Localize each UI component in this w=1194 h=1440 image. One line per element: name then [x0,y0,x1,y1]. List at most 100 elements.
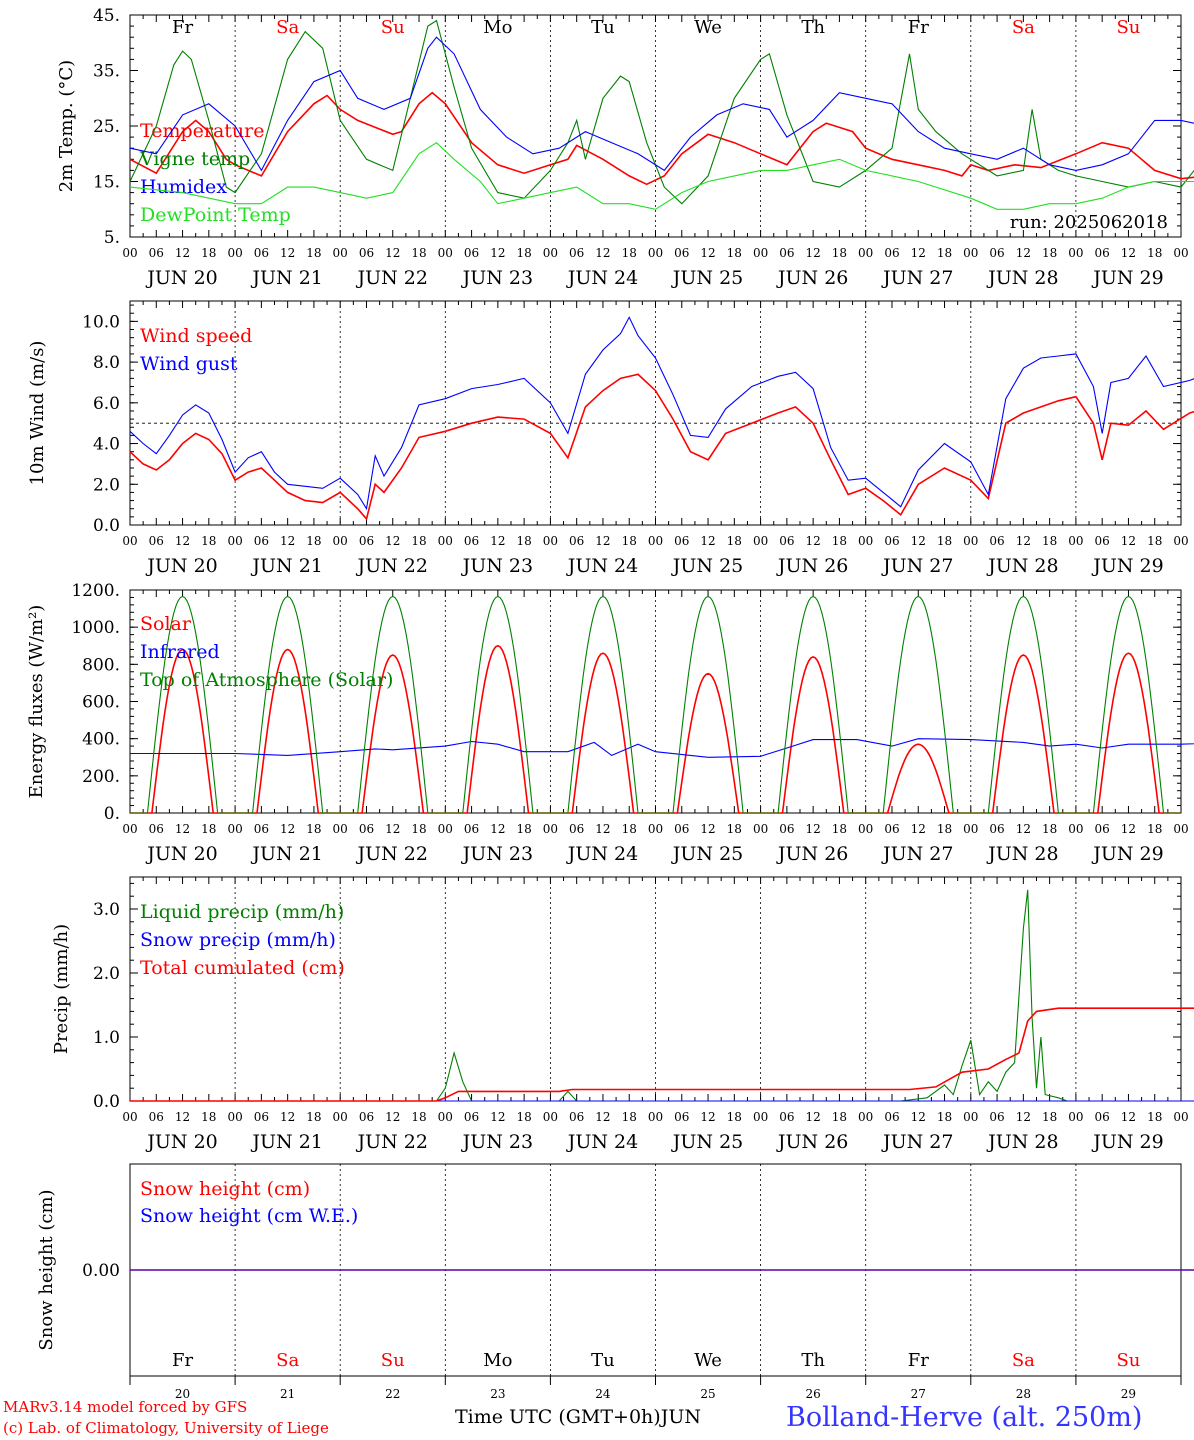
date-label: JUN 25 [671,555,743,577]
hour-tick-label: 18 [1147,246,1162,260]
y-tick-label: 600. [82,693,120,713]
y-tick-label: 4.0 [93,435,120,455]
hour-tick-label: 12 [595,246,610,260]
hour-tick-label: 18 [411,534,426,548]
hour-tick-label: 12 [806,246,821,260]
hour-tick-label: 18 [306,822,321,836]
y-tick-label: 2.0 [93,964,120,984]
hour-tick-label: 18 [516,534,531,548]
hour-tick-label: 06 [674,246,689,260]
hour-tick-label: 12 [595,534,610,548]
hour-tick-label: 00 [963,246,978,260]
date-label: JUN 23 [461,843,533,865]
hour-tick-label: 18 [1147,822,1162,836]
legend-entry: Wind gust [140,353,238,375]
hour-tick-label: 18 [727,822,742,836]
hour-tick-label: 12 [1016,246,1031,260]
series-line-wind-speed [129,373,1194,521]
hour-tick-label: 00 [858,534,873,548]
hour-tick-label: 12 [1121,534,1136,548]
y-tick-label: 800. [82,655,120,675]
y-axis-label: 10m Wind (m/s) [27,341,48,486]
hour-tick-label: 00 [227,534,242,548]
hour-tick-label: 12 [911,822,926,836]
hour-tick-label: 12 [1016,822,1031,836]
y-axis-label: 2m Temp. (°C) [56,60,77,192]
day-of-week-label: Fr [172,1350,193,1371]
hour-tick-label: 18 [937,534,952,548]
hour-tick-label: 00 [1173,246,1188,260]
hour-tick-label: 12 [700,534,715,548]
hour-tick-label: 12 [490,534,505,548]
hour-tick-label: 18 [727,246,742,260]
legend-entry: Top of Atmosphere (Solar) [140,669,393,691]
date-label: JUN 21 [250,267,322,289]
date-label: JUN 23 [461,555,533,577]
y-tick-label: 35. [93,62,120,82]
hour-tick-label: 00 [122,246,137,260]
time-axis-title: Time UTC (GMT+0h)JUN [455,1406,701,1428]
hour-tick-label: 18 [727,1110,742,1124]
y-tick-label: 1200. [71,581,120,601]
day-number-label: 20 [175,1387,190,1401]
legend-entry: Total cumulated (cm) [140,957,345,979]
y-tick-label: 5. [104,228,120,248]
hour-tick-label: 00 [227,1110,242,1124]
hour-tick-label: 00 [543,534,558,548]
date-label: JUN 23 [461,267,533,289]
date-label: JUN 23 [461,1131,533,1153]
hour-tick-label: 00 [543,822,558,836]
hour-tick-label: 18 [1147,1110,1162,1124]
date-label: JUN 24 [566,843,638,865]
hour-tick-label: 06 [779,822,794,836]
time-axis-title-text: Time UTC (GMT+0h) [455,1406,661,1428]
hour-tick-label: 00 [1173,822,1188,836]
date-label: JUN 21 [250,1131,322,1153]
day-of-week-label: Tu [591,1350,615,1371]
y-tick-label: 25. [93,117,120,137]
day-number-label: 24 [595,1387,611,1401]
hour-tick-label: 12 [1121,822,1136,836]
day-of-week-label: Fr [172,17,193,38]
hour-tick-label: 06 [569,1110,584,1124]
legend-entry: Liquid precip (mm/h) [140,901,344,923]
day-of-week-label: Sa [276,1350,299,1371]
y-tick-label: 3.0 [93,900,120,920]
hour-tick-label: 00 [1068,822,1083,836]
hour-tick-label: 06 [464,534,479,548]
date-label: JUN 27 [881,267,953,289]
legend-entry: Temperature [140,120,264,142]
hour-tick-label: 00 [858,822,873,836]
series-line-infrared [130,738,1194,758]
date-label: JUN 27 [881,555,953,577]
y-tick-label: 15. [93,173,120,193]
hour-tick-label: 12 [806,822,821,836]
date-label: JUN 28 [986,843,1058,865]
date-label: JUN 25 [671,1131,743,1153]
hour-tick-label: 00 [227,246,242,260]
hour-tick-label: 12 [1016,534,1031,548]
legend-entry: Solar [140,613,192,635]
hour-tick-label: 00 [858,1110,873,1124]
hour-tick-label: 18 [1042,246,1057,260]
hour-tick-label: 00 [648,1110,663,1124]
run-label: run: 2025062018 [1010,212,1168,233]
date-label: JUN 22 [356,1131,428,1153]
hour-tick-label: 12 [700,822,715,836]
hour-tick-label: 18 [937,822,952,836]
hour-tick-label: 00 [753,1110,768,1124]
hour-tick-label: 00 [122,534,137,548]
hour-tick-label: 06 [149,534,164,548]
hour-tick-label: 18 [832,534,847,548]
hour-tick-label: 06 [779,246,794,260]
hour-tick-label: 06 [359,246,374,260]
hour-tick-label: 06 [1095,246,1110,260]
day-of-week-label: Su [1116,1350,1140,1371]
day-of-week-label: Fr [908,17,929,38]
hour-tick-label: 12 [385,246,400,260]
hour-tick-label: 18 [516,1110,531,1124]
date-label: JUN 29 [1091,555,1163,577]
date-label: JUN 22 [356,555,428,577]
model-credit: MARv3.14 model forced by GFS [3,1398,248,1416]
